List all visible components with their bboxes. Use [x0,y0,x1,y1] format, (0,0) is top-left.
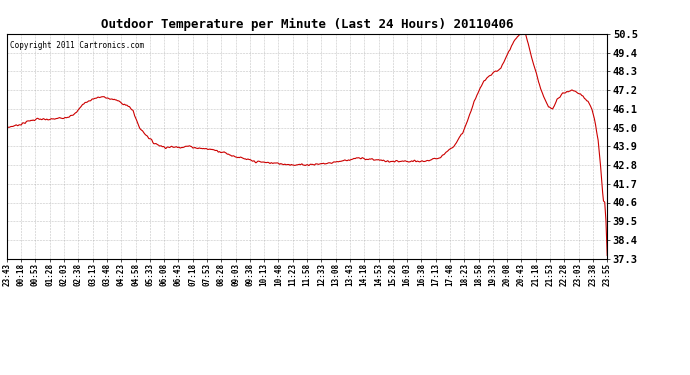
Text: Copyright 2011 Cartronics.com: Copyright 2011 Cartronics.com [10,40,144,50]
Title: Outdoor Temperature per Minute (Last 24 Hours) 20110406: Outdoor Temperature per Minute (Last 24 … [101,18,513,31]
